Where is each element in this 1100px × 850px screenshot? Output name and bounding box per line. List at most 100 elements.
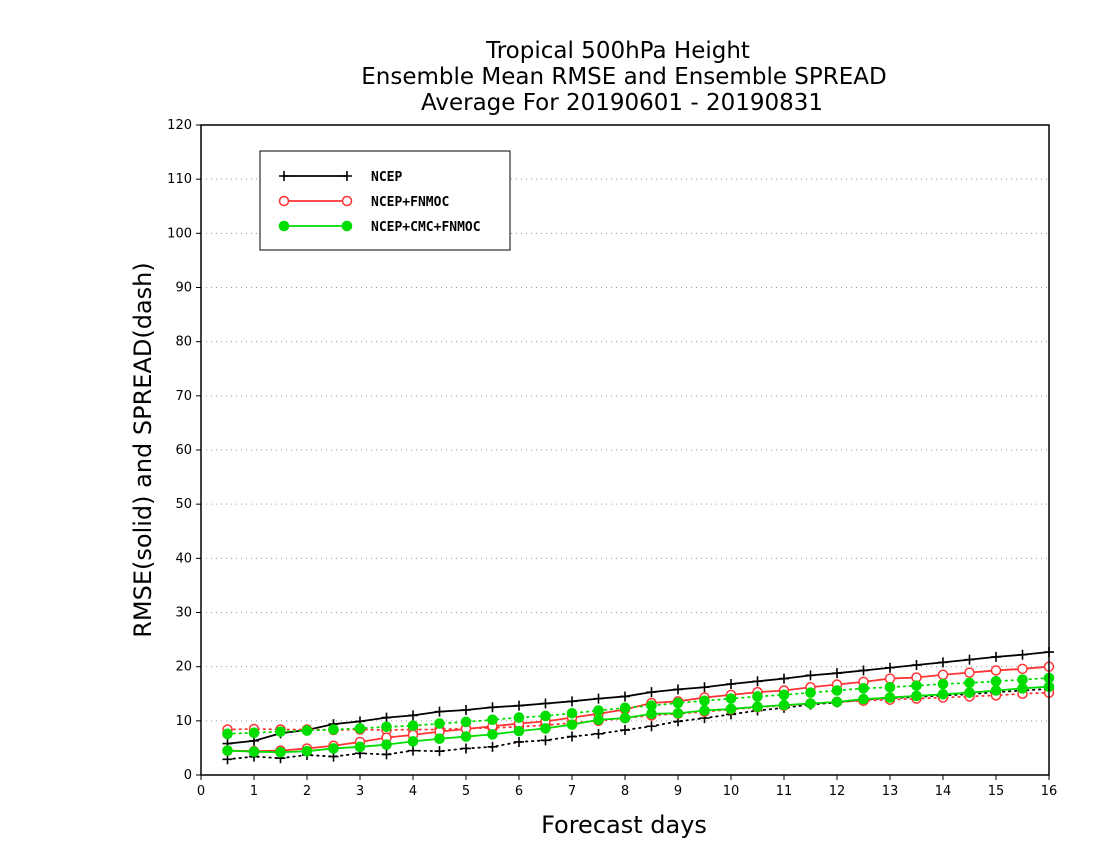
x-tick-label: 5: [462, 784, 470, 799]
ncep-rmse-point: [699, 682, 710, 693]
ncep-cmc-fnmoc-spread-point: [513, 712, 525, 723]
ncep-spread-point: [461, 743, 471, 754]
ncep-spread-point: [540, 735, 551, 746]
y-tick-label: 70: [175, 389, 192, 404]
ncep-cmc-fnmoc-rmse-point: [990, 685, 1002, 696]
y-tick-label: 90: [175, 281, 192, 296]
y-axis-label: RMSE(solid) and SPREAD(dash): [129, 262, 157, 638]
ncep-cmc-fnmoc-rmse-point: [672, 707, 684, 719]
y-tick-label: 20: [175, 660, 192, 675]
ncep-cmc-fnmoc-rmse-point: [831, 696, 843, 708]
chart-title-line-3: Average For 20190601 - 20190831: [421, 90, 823, 116]
x-tick-label: 2: [303, 784, 311, 799]
ncep-cmc-fnmoc-rmse-point: [460, 731, 472, 742]
ncep-rmse-point: [858, 665, 869, 676]
ncep-cmc-fnmoc-spread-point: [778, 689, 790, 701]
ncep-cmc-fnmoc-spread-point: [1017, 674, 1028, 685]
plot-frame: [200, 124, 1050, 776]
ncep-spread-point: [222, 754, 233, 765]
ncep-cmc-fnmoc-spread-point: [990, 675, 1002, 687]
ncep-rmse-point: [381, 712, 392, 723]
ncep-cmc-fnmoc-spread-point: [275, 726, 286, 737]
y-tick-label: 10: [175, 714, 192, 729]
ncep-cmc-fnmoc-spread-point: [858, 683, 869, 694]
y-tick-label: 80: [175, 335, 192, 350]
ncep-cmc-fnmoc-rmse-point: [434, 733, 445, 745]
ncep-cmc-fnmoc-spread-point: [831, 685, 843, 696]
ncep-cmc-fnmoc-rmse-point: [354, 741, 366, 753]
ncep-rmse-point: [434, 706, 445, 717]
x-tick-label: 14: [935, 784, 952, 799]
ncep-spread-line: [226, 687, 1050, 761]
ncep-rmse-point: [461, 705, 471, 715]
x-tick-label: 8: [621, 784, 629, 799]
ncep-cmc-fnmoc-spread-point: [434, 718, 445, 729]
plot-series: [222, 647, 1055, 765]
ncep-cmc-fnmoc-rmse-point: [540, 723, 551, 734]
y-tick-label: 30: [175, 606, 192, 621]
x-tick-label: 15: [988, 784, 1005, 799]
ncep-cmc-fnmoc-spread-point: [540, 710, 551, 722]
chart-title-line-1: Tropical 500hPa Height: [485, 38, 750, 64]
x-tick-label: 11: [776, 784, 793, 799]
x-tick-label: 10: [723, 784, 740, 799]
x-tick-label: 6: [515, 784, 523, 799]
ncep-cmc-fnmoc-rmse-point: [911, 690, 922, 702]
ncep-cmc-fnmoc-spread-point: [460, 716, 472, 728]
ncep-cmc-fnmoc-rmse-point: [752, 701, 763, 713]
x-tick-label: 13: [882, 784, 899, 799]
ncep-rmse-point: [673, 684, 683, 695]
x-tick-label: 0: [197, 784, 205, 799]
ncep-spread-point: [646, 721, 657, 732]
ncep-cmc-fnmoc-rmse-point: [884, 692, 896, 703]
ncep-rmse-point: [938, 657, 948, 668]
ncep-rmse-point: [408, 710, 418, 721]
ncep-spread-point: [408, 745, 418, 756]
ncep-cmc-fnmoc-rmse-point: [937, 688, 949, 700]
ncep-cmc-fnmoc-spread-point: [937, 678, 949, 690]
ncep-rmse-point: [514, 700, 524, 711]
legend-marker-ncep-fnmoc: [278, 195, 290, 207]
ncep-rmse-point: [832, 668, 842, 679]
ncep-rmse-point: [593, 693, 604, 704]
legend-marker-ncep: [342, 171, 352, 181]
ncep-fnmoc-rmse-point: [884, 673, 896, 684]
ncep-cmc-fnmoc-spread-point: [407, 720, 419, 732]
y-tick-label: 100: [167, 226, 192, 241]
ncep-cmc-fnmoc-rmse-point: [805, 698, 816, 709]
ncep-spread-point: [434, 746, 445, 757]
ncep-cmc-fnmoc-rmse-point: [964, 687, 975, 698]
ncep-cmc-fnmoc-spread-point: [884, 681, 896, 693]
ncep-cmc-fnmoc-rmse-point: [725, 703, 737, 715]
ncep-cmc-fnmoc-rmse-point: [513, 725, 525, 737]
ncep-cmc-fnmoc-spread-point: [699, 695, 710, 707]
ncep-cmc-fnmoc-spread-point: [328, 724, 339, 735]
legend: NCEP NCEP+FNMOC NCEP+CMC+FNMOC: [259, 150, 511, 251]
ncep-rmse-point: [991, 651, 1001, 662]
ncep-fnmoc-rmse-point: [964, 667, 975, 678]
ncep-cmc-fnmoc-rmse-point: [619, 712, 631, 724]
ncep-cmc-fnmoc-spread-point: [805, 687, 816, 698]
ncep-cmc-fnmoc-spread-point: [593, 705, 604, 716]
x-tick-label: 16: [1041, 784, 1058, 799]
ncep-cmc-fnmoc-spread-point: [725, 693, 737, 704]
ncep-cmc-fnmoc-rmse-point: [778, 699, 790, 711]
y-tick-label: 120: [167, 118, 192, 133]
x-tick-label: 1: [250, 784, 258, 799]
legend-marker-ncep-fnmoc: [341, 195, 353, 207]
legend-marker-ncep-cmc-fnmoc: [341, 220, 353, 232]
ncep-cmc-fnmoc-rmse-point: [381, 739, 392, 750]
ncep-fnmoc-rmse-point: [1017, 663, 1028, 675]
ncep-rmse-line: [227, 651, 1050, 745]
ncep-spread-point: [381, 749, 392, 760]
ncep-rmse-point: [752, 676, 763, 687]
y-tick-label: 110: [167, 172, 192, 187]
ncep-cmc-fnmoc-rmse-point: [1017, 683, 1028, 694]
ncep-fnmoc-rmse-line: [227, 665, 1050, 753]
ncep-cmc-fnmoc-rmse-point: [858, 693, 869, 705]
ncep-cmc-fnmoc-spread-point: [566, 707, 578, 719]
gridlines: [201, 178, 1049, 722]
legend-label-ncep-cmc-fnmoc: NCEP+CMC+FNMOC: [371, 220, 481, 235]
x-tick-label: 7: [568, 784, 576, 799]
chart-title-line-2: Ensemble Mean RMSE and Ensemble SPREAD: [361, 64, 886, 90]
